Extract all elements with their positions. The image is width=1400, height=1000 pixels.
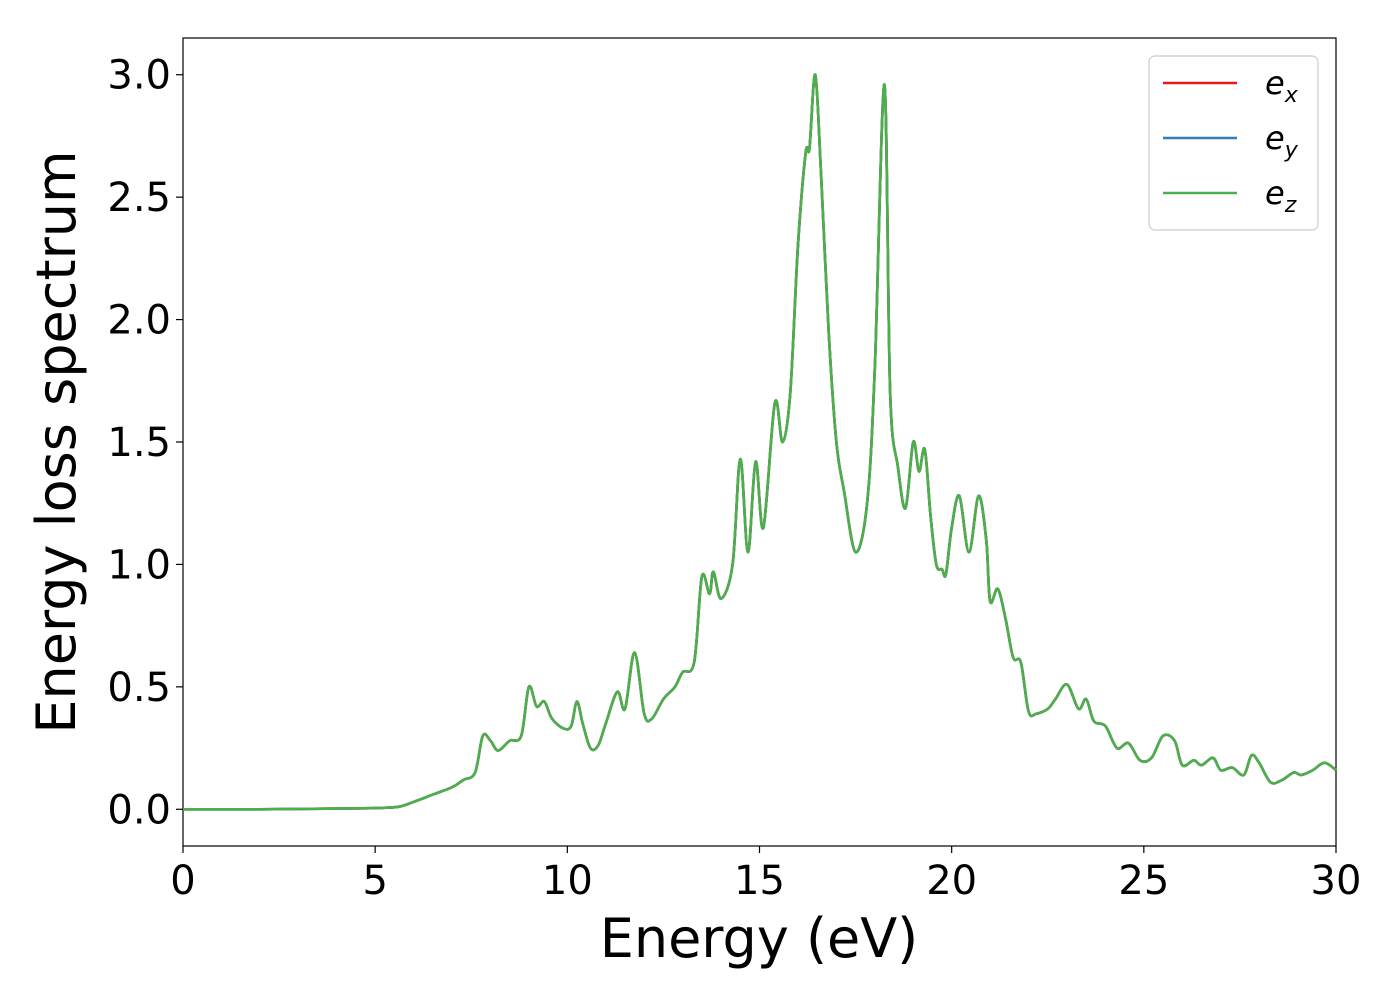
x-tick-label: 20 xyxy=(926,858,977,904)
x-tick-label: 5 xyxy=(362,858,387,904)
plot-area: 0 5 10 15 20 25 30 0.0 0.5 1.0 1.5 2.0 2.5 3.0 xyxy=(107,37,1361,904)
series-line-ez xyxy=(182,73,1337,811)
y-tick-label: 1.5 xyxy=(107,420,171,466)
y-tick-label: 0.5 xyxy=(107,665,171,711)
x-axis-ticks: 0 5 10 15 20 25 30 xyxy=(170,846,1361,904)
y-tick-label: 2.0 xyxy=(107,298,171,344)
x-tick-label: 30 xyxy=(1311,858,1362,904)
y-tick-label: 2.5 xyxy=(107,175,171,221)
y-tick-label: 3.0 xyxy=(107,53,171,99)
x-tick-label: 0 xyxy=(170,858,195,904)
legend-label-ex: ex xyxy=(1265,64,1299,108)
legend-label-base: e xyxy=(1265,174,1285,212)
x-tick-label: 10 xyxy=(542,858,593,904)
series-layer xyxy=(182,73,1337,811)
x-tick-label: 15 xyxy=(734,858,785,904)
legend-label-ey: ey xyxy=(1265,119,1299,163)
x-axis-label: Energy (eV) xyxy=(600,907,919,970)
y-tick-label: 0.0 xyxy=(107,787,171,833)
legend-label-base: e xyxy=(1265,119,1285,157)
legend-label-subscript: x xyxy=(1284,83,1299,108)
y-tick-label: 1.0 xyxy=(107,542,171,588)
y-axis-label: Energy loss spectrum xyxy=(25,150,88,733)
legend-label-ez: ez xyxy=(1265,174,1297,218)
x-tick-label: 25 xyxy=(1118,858,1169,904)
legend-frame xyxy=(1148,55,1319,231)
legend-label-subscript: z xyxy=(1284,193,1297,218)
legend-label-subscript: y xyxy=(1284,138,1299,163)
legend-label-base: e xyxy=(1265,64,1285,102)
y-axis-ticks: 0.0 0.5 1.0 1.5 2.0 2.5 3.0 xyxy=(107,53,183,833)
